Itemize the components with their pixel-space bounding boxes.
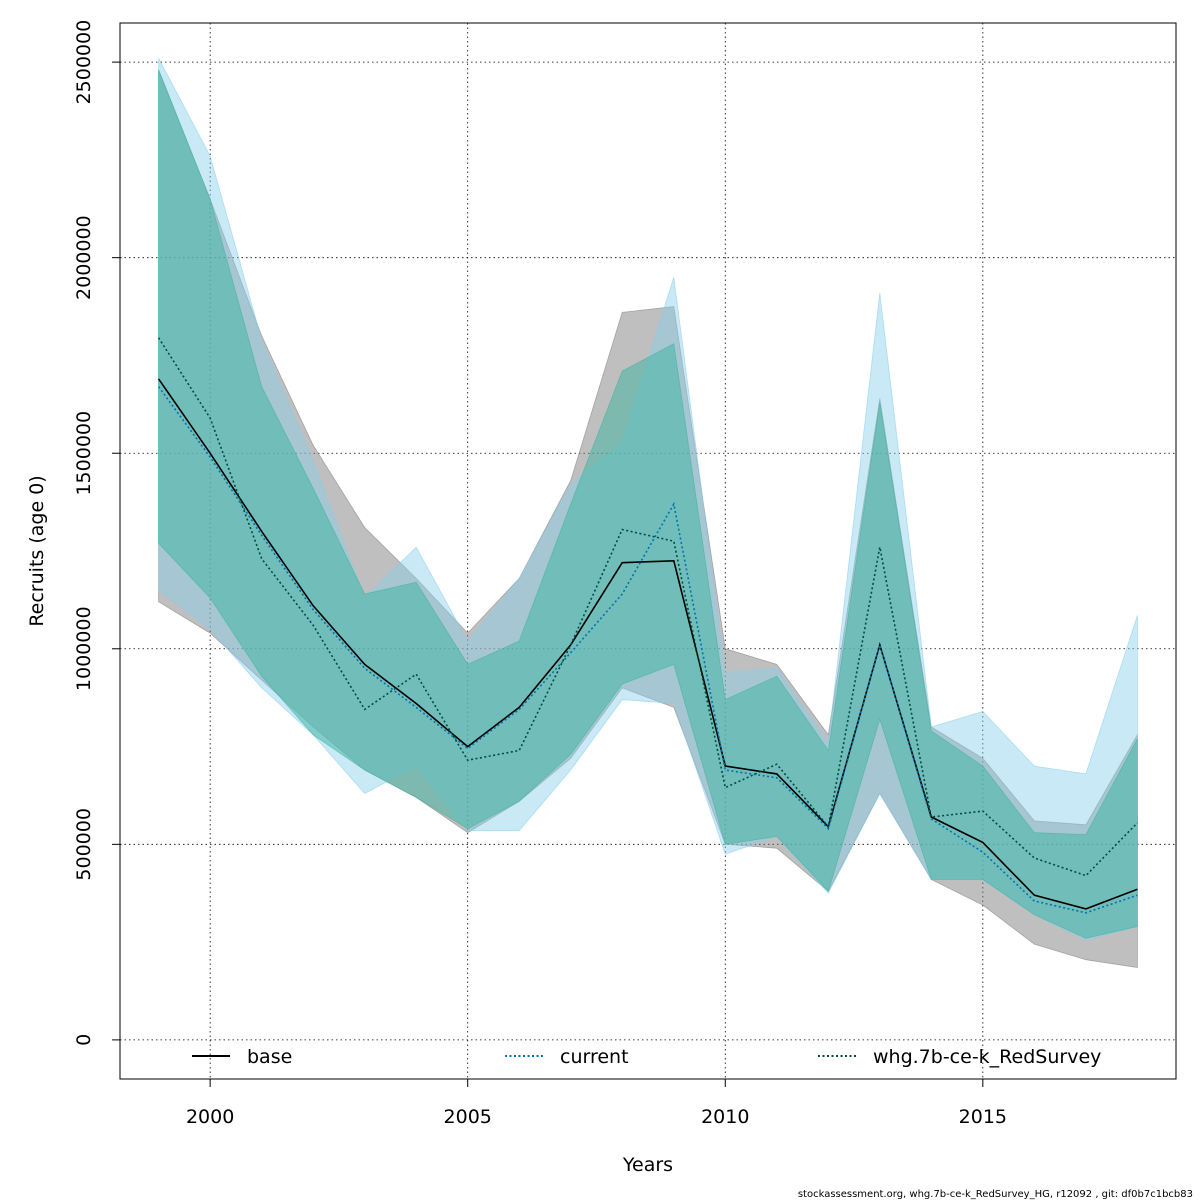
- x-tick-label: 2015: [959, 1106, 1007, 1128]
- series-line-base: [157, 378, 1138, 910]
- x-tick-label: 2000: [186, 1106, 234, 1128]
- legend-label-whg.7b-ce-k_RedSurvey: whg.7b-ce-k_RedSurvey: [873, 1046, 1101, 1068]
- legend-label-base: base: [247, 1046, 292, 1068]
- footer-text: stockassessment.org, whg.7b-ce-k_RedSurv…: [798, 1189, 1193, 1200]
- y-tick-label: 2000000: [73, 215, 95, 300]
- y-tick-label: 1000000: [73, 606, 95, 691]
- series-lines: [157, 337, 1138, 914]
- y-tick-label: 500000: [73, 808, 95, 881]
- x-tick-label: 2010: [701, 1106, 749, 1128]
- confidence-bands: [158, 58, 1138, 968]
- series-line-current: [157, 386, 1138, 914]
- y-tick-label: 0: [73, 1034, 95, 1046]
- confidence-band-whg.7b-ce-k_RedSurvey: [158, 69, 1138, 939]
- y-axis-title: Recruits (age 0): [26, 475, 48, 626]
- y-tick-label: 2500000: [73, 20, 95, 105]
- legend: base current whg.7b-ce-k_RedSurvey: [192, 1046, 1101, 1068]
- y-tick-label: 1500000: [73, 411, 95, 496]
- x-axis-title: Years: [622, 1154, 673, 1176]
- x-tick-label: 2005: [444, 1106, 492, 1128]
- plot-frame: [119, 22, 1177, 1080]
- legend-label-current: current: [560, 1046, 629, 1068]
- series-line-whg.7b-ce-k_RedSurvey: [157, 337, 1138, 877]
- axes: 2000 2005 2010 2015 0 500000 1000000 1500000 200…: [73, 20, 1007, 1128]
